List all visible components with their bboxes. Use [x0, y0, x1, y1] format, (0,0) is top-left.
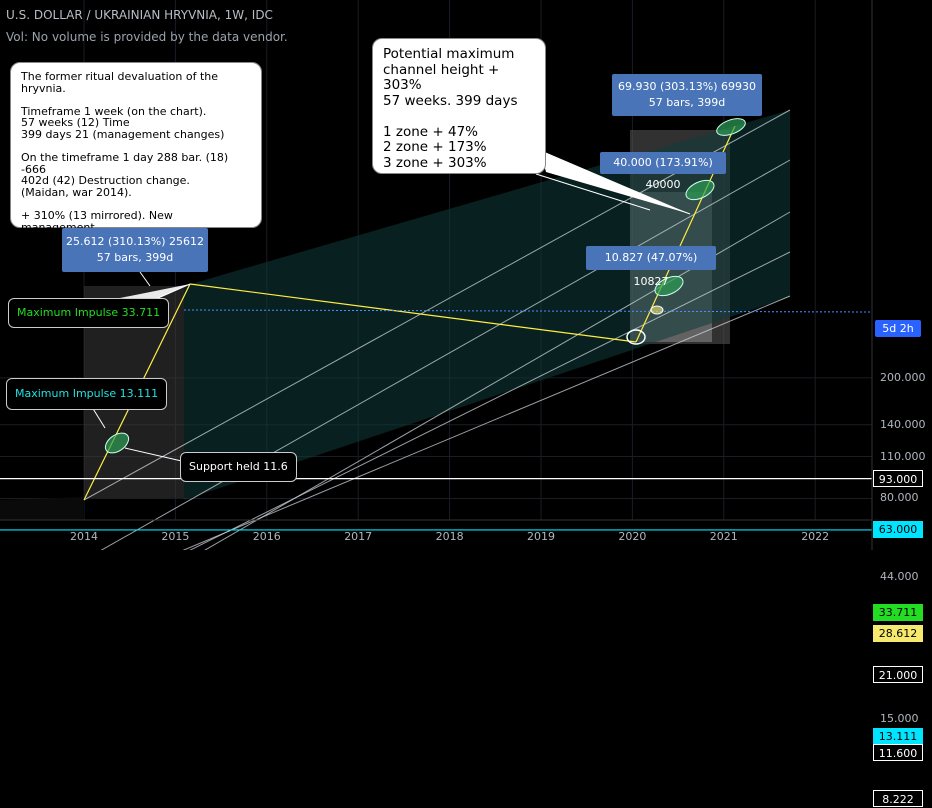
x-tick-label: 2019	[527, 530, 555, 543]
note-line: Potential maximum	[383, 46, 515, 62]
note-line: On the timeframe 1 day 288 bar. (18) -66…	[21, 151, 229, 176]
y-tick-label: 15.000	[880, 711, 919, 725]
measure-box-left-line1: 25.612 (310.13%) 25612	[66, 235, 204, 248]
measure-box-top: 69.930 (303.13%) 69930 57 bars, 399d	[612, 74, 762, 116]
channel-line	[83, 109, 791, 501]
note-line: 402d (42) Destruction change.	[21, 174, 190, 188]
x-tick-label: 2021	[709, 530, 738, 543]
y-tick-label: 110.000	[880, 449, 926, 463]
label-max-impulse-33: Maximum Impulse 33.711	[8, 298, 170, 328]
x-tick-label: 2015	[161, 530, 190, 543]
price-tag: 21.000	[873, 666, 923, 684]
measure-box-top-line1: 69.930 (303.13%) 69930	[618, 80, 756, 93]
chart-title: U.S. DOLLAR / UKRAINIAN HRYVNIA, 1W, IDC	[6, 8, 273, 22]
y-tick-label: 80.000	[880, 491, 919, 505]
price-lines	[0, 478, 872, 531]
trend-line-down	[189, 283, 637, 343]
label-max-impulse-13: Maximum Impulse 13.111	[6, 378, 168, 410]
note-line: 399 days 21 (management changes)	[21, 127, 225, 141]
x-tick-label: 2018	[435, 530, 464, 543]
ellipse-zone1	[654, 275, 684, 297]
measure-box-top-line2: 57 bars, 399d	[648, 96, 726, 109]
channel-fill	[184, 110, 790, 500]
price-tag: 93.000	[873, 470, 923, 488]
callout-pointer	[124, 447, 187, 463]
x-tick-label: 2017	[344, 530, 373, 543]
x-tick-label: 2020	[618, 530, 647, 543]
current-price-line	[183, 309, 873, 313]
note-line: (Maidan, war 2014).	[21, 185, 132, 199]
callout-pointer	[535, 173, 651, 211]
measure-box-zone2: 40.000 (173.91%) 40000	[600, 152, 726, 191]
left-note: The former ritual devaluation of the hry…	[10, 62, 262, 233]
note-line: Timeframe 1 week (on the chart).	[21, 104, 207, 118]
ellipse-current	[650, 305, 664, 315]
right-note: Potential maximum channel height + 303% 57…	[372, 38, 546, 174]
price-tag: 8.222	[873, 789, 923, 807]
note-line: + 310% (13 mirrored). New management.	[21, 209, 173, 234]
ellipse-bottom	[626, 329, 646, 345]
callout-pointer	[139, 271, 151, 287]
note-line: channel height + 303%	[383, 61, 500, 93]
y-tick-label: 200.000	[880, 370, 926, 384]
y-tick-label: 44.000	[880, 570, 919, 584]
label-support-held: Support held 11.6	[180, 452, 297, 482]
measure-box-zone1: 10.827 (47.07%) 10827	[586, 246, 716, 288]
chart-subtitle: Vol: No volume is provided by the data v…	[6, 30, 288, 44]
ellipse-zone3	[716, 118, 746, 136]
price-tag: 63.000	[873, 521, 923, 539]
zone-markers	[104, 118, 746, 454]
y-tick-label: 140.000	[880, 417, 926, 431]
note-line: 3 zone + 303%	[383, 154, 487, 171]
measure-box-left-line2: 57 bars, 399d	[96, 251, 174, 264]
note-line	[383, 109, 535, 125]
price-tag: 11.600	[873, 744, 923, 762]
note-line: 2 zone + 173%	[383, 139, 487, 155]
note-line: 1 zone + 47%	[383, 123, 478, 140]
channel-line	[182, 295, 791, 550]
x-tick-label: 2016	[252, 530, 281, 543]
x-tick-label: 2014	[70, 530, 98, 543]
channel-line	[100, 159, 791, 550]
callout-tail	[540, 150, 690, 214]
price-tag: 33.711	[873, 603, 923, 621]
measure-box-left: 25.612 (310.13%) 25612 57 bars, 399d	[62, 228, 208, 272]
countdown-tag: 5d 2h	[875, 320, 921, 337]
x-tick-label: 2022	[801, 530, 830, 543]
price-tag: 28.612	[873, 625, 923, 643]
note-line: 57 weeks (12) Time	[21, 116, 130, 130]
note-line: 57 weeks. 399 days	[383, 92, 518, 109]
base-fill	[0, 497, 84, 520]
note-line: The former ritual devaluation of the hry…	[21, 70, 219, 95]
ellipse-zone2	[685, 179, 715, 201]
ellipse-support	[104, 432, 130, 454]
price-tag: 13.111	[873, 728, 923, 746]
